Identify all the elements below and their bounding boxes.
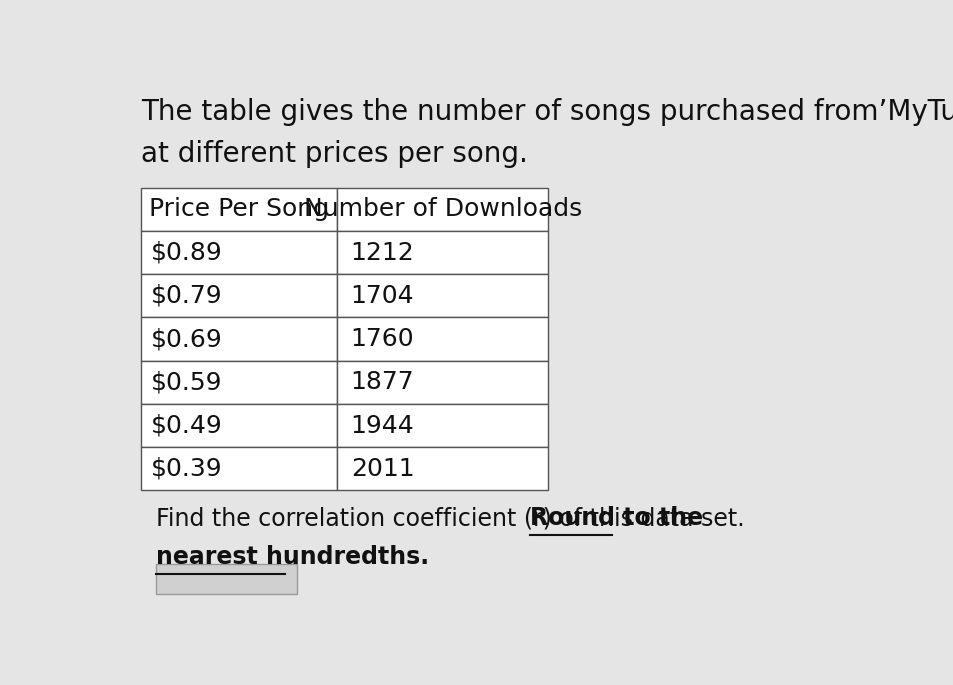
Text: Number of Downloads: Number of Downloads — [303, 197, 581, 221]
Bar — [141, 274, 337, 317]
Bar — [141, 404, 337, 447]
Text: The table gives the number of songs purchased fromʼMyTunes: The table gives the number of songs purc… — [141, 98, 953, 126]
Bar — [141, 447, 337, 490]
Text: 1760: 1760 — [351, 327, 414, 351]
Bar — [141, 231, 337, 274]
Bar — [337, 274, 547, 317]
Bar — [337, 361, 547, 404]
Text: Find the correlation coefficient (r) of this data set.: Find the correlation coefficient (r) of … — [156, 506, 752, 530]
Bar — [337, 447, 547, 490]
Text: $0.59: $0.59 — [151, 371, 222, 395]
Bar — [337, 188, 547, 231]
Text: $0.79: $0.79 — [151, 284, 222, 308]
Text: at different prices per song.: at different prices per song. — [141, 140, 528, 169]
Text: 1877: 1877 — [351, 371, 414, 395]
Text: $0.49: $0.49 — [151, 414, 223, 438]
Bar — [337, 231, 547, 274]
Text: 1944: 1944 — [351, 414, 414, 438]
Bar — [337, 404, 547, 447]
Text: $0.39: $0.39 — [151, 457, 222, 481]
Bar — [337, 317, 547, 361]
Bar — [141, 317, 337, 361]
Bar — [156, 564, 296, 594]
Text: nearest hundredths.: nearest hundredths. — [156, 545, 429, 569]
Text: $0.69: $0.69 — [151, 327, 223, 351]
Text: Round to the: Round to the — [530, 506, 702, 530]
Text: 2011: 2011 — [351, 457, 414, 481]
Text: 1212: 1212 — [351, 240, 414, 264]
Text: Price Per Song: Price Per Song — [150, 197, 329, 221]
Text: $0.89: $0.89 — [151, 240, 223, 264]
Text: 1704: 1704 — [351, 284, 414, 308]
Bar — [141, 361, 337, 404]
Bar — [141, 188, 337, 231]
